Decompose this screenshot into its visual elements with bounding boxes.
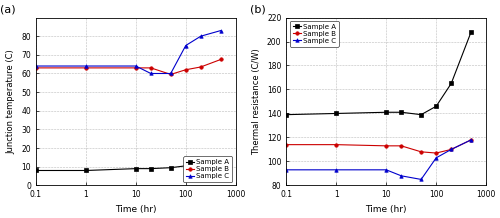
Sample C: [284, 169, 290, 171]
Sample A: [448, 82, 454, 85]
Sample A: [148, 167, 154, 170]
Sample A: [218, 159, 224, 162]
Sample C: [148, 72, 154, 75]
Sample B: [433, 152, 439, 154]
Line: Sample B: Sample B: [34, 58, 222, 76]
Sample C: [198, 35, 204, 37]
Sample A: [133, 167, 139, 170]
Line: Sample A: Sample A: [34, 158, 222, 172]
Legend: Sample A, Sample B, Sample C: Sample A, Sample B, Sample C: [184, 156, 232, 182]
Sample C: [383, 169, 389, 171]
Sample A: [183, 165, 189, 167]
Sample B: [383, 145, 389, 147]
Sample C: [448, 148, 454, 151]
Line: Sample A: Sample A: [284, 30, 473, 116]
Sample A: [198, 164, 204, 166]
Text: (a): (a): [0, 4, 16, 14]
Sample A: [398, 111, 404, 114]
Sample C: [398, 175, 404, 177]
Sample B: [198, 66, 204, 68]
Line: Sample C: Sample C: [284, 138, 473, 181]
X-axis label: Time (hr): Time (hr): [366, 205, 407, 214]
Sample B: [148, 66, 154, 69]
Sample B: [418, 151, 424, 153]
Sample C: [218, 29, 224, 32]
Sample B: [284, 143, 290, 146]
Sample B: [183, 68, 189, 71]
Sample B: [83, 66, 89, 69]
Sample C: [333, 169, 339, 171]
Sample B: [333, 143, 339, 146]
Text: (b): (b): [250, 4, 266, 14]
Sample C: [83, 65, 89, 67]
Sample B: [218, 58, 224, 61]
Sample B: [133, 66, 139, 69]
Sample A: [418, 113, 424, 116]
Sample A: [33, 169, 39, 172]
Legend: Sample A, Sample B, Sample C: Sample A, Sample B, Sample C: [290, 21, 339, 47]
Sample A: [83, 169, 89, 172]
Sample C: [133, 65, 139, 67]
Sample A: [333, 112, 339, 115]
Sample A: [468, 31, 474, 33]
Sample A: [433, 105, 439, 107]
Sample C: [468, 138, 474, 141]
Sample B: [448, 148, 454, 151]
Sample C: [183, 44, 189, 47]
Sample A: [168, 166, 173, 169]
Sample B: [168, 73, 173, 76]
Sample A: [383, 111, 389, 114]
Sample B: [468, 138, 474, 141]
Y-axis label: Junction temperature (C): Junction temperature (C): [6, 49, 16, 154]
Sample A: [284, 113, 290, 116]
Sample C: [433, 157, 439, 159]
Sample C: [418, 178, 424, 181]
Y-axis label: Thermal resistance (C/W): Thermal resistance (C/W): [252, 48, 262, 155]
Sample C: [33, 65, 39, 67]
Line: Sample B: Sample B: [284, 138, 473, 155]
X-axis label: Time (hr): Time (hr): [115, 205, 156, 214]
Sample B: [398, 145, 404, 147]
Sample C: [168, 72, 173, 75]
Sample B: [33, 66, 39, 69]
Line: Sample C: Sample C: [34, 29, 222, 75]
